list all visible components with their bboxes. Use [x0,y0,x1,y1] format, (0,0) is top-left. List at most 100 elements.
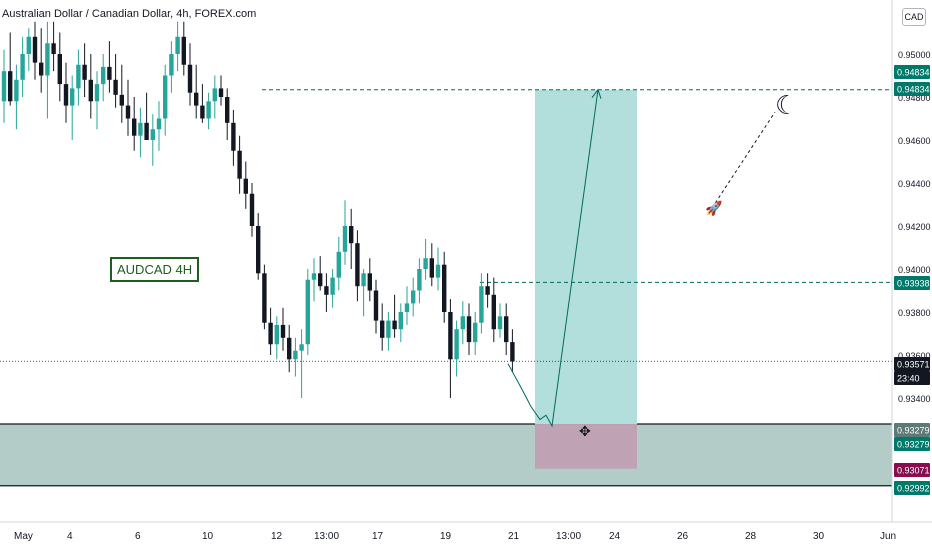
candle-body [82,64,87,80]
currency-selector[interactable]: CAD [902,8,926,26]
candle-body [324,286,329,295]
candle-body [479,286,484,323]
candle-body [454,329,459,360]
candle-body [132,118,137,136]
candle-body [218,88,224,97]
candle-body [57,54,62,85]
candle-body [442,264,447,312]
candle-body [355,243,360,287]
candle-body [342,226,348,252]
price-tick-label: 0.94400 [898,179,931,189]
time-tick-label: 28 [745,531,757,542]
candle-body [70,88,75,106]
candle-body [163,75,168,119]
candle-body [125,105,131,119]
candle-body [14,79,19,102]
candle-body [318,273,323,287]
candle-body [491,294,496,330]
time-tick-label: 30 [813,531,825,542]
candle-body [256,226,261,274]
candle-body [169,54,174,76]
candle-body [212,88,217,102]
time-tick-label: 17 [372,531,384,542]
candle-body [187,64,193,93]
price-badge-label: 0.94834 [897,68,930,78]
candle-body [497,316,503,330]
price-badge-label: 0.93571 [897,360,930,370]
candle-body [243,178,248,194]
candle-body [435,264,441,278]
candle-body [423,258,428,269]
symbol-annotation[interactable]: AUDCAD 4H [110,257,200,282]
price-tick-label: 0.94000 [898,265,931,275]
price-badge-label: 0.93279 [897,440,930,450]
candle-body [45,43,50,76]
candle-body [225,97,230,123]
time-tick-label: 10 [202,531,214,542]
price-badge [894,65,930,79]
candle-body [200,105,205,119]
price-badge [894,481,930,495]
candle-body [305,279,310,345]
candle-body [51,43,56,54]
candle-body [361,273,366,287]
candle-body [280,324,286,338]
candle-body [181,36,186,65]
candle-body [113,79,118,95]
candle-body [26,36,31,54]
price-badge-label: 0.93071 [897,466,930,476]
candle-body [429,258,434,278]
candle-body [417,269,422,291]
candle-body [262,273,267,323]
candle-body [94,84,100,102]
price-tick-label: 0.95000 [898,50,931,60]
candle-body [175,36,180,54]
candle-body [299,344,304,351]
candle-body [1,71,7,102]
candle-body [448,312,453,360]
candle-body [311,273,317,280]
candle-body [293,350,298,360]
candle-body [88,79,93,102]
time-tick-label: 13:00 [556,531,581,542]
candle-body [349,226,354,244]
candle-body [144,122,149,140]
candle-body [504,316,509,343]
candle-body [150,129,155,140]
time-tick-label: 13:00 [314,531,339,542]
candle-body [510,342,515,362]
price-badge [894,371,930,385]
candle-body [386,320,391,338]
candle-body [411,290,416,304]
candle-body [237,150,242,179]
candle-body [206,101,211,119]
projection-path [507,89,599,428]
candle-body [119,94,124,106]
time-tick-label: 24 [609,531,621,542]
candle-body [107,66,112,80]
candle-body [138,122,143,136]
time-tick-label: 21 [508,531,520,542]
candle-body [287,337,292,360]
candle-body [20,54,25,80]
rocket-icon: 🚀 [705,200,723,217]
price-tick-label: 0.93400 [898,394,931,404]
price-badge [894,437,930,451]
candle-body [380,320,385,338]
candle-body [373,290,379,321]
price-badge-label: 0.94834 [897,85,930,95]
projection-arrowhead [591,88,602,99]
price-badge-label: 0.93279 [897,426,930,436]
price-badge [894,423,930,437]
time-tick-label: 4 [67,531,73,542]
candle-body [156,118,162,130]
candle-body [336,251,341,278]
price-badge [894,276,930,290]
candle-body [63,84,69,106]
candle-body [231,122,236,151]
price-badge-label: 0.93938 [897,279,930,289]
candle-body [249,193,255,226]
candle-body [330,277,335,295]
candle-body [274,324,279,345]
